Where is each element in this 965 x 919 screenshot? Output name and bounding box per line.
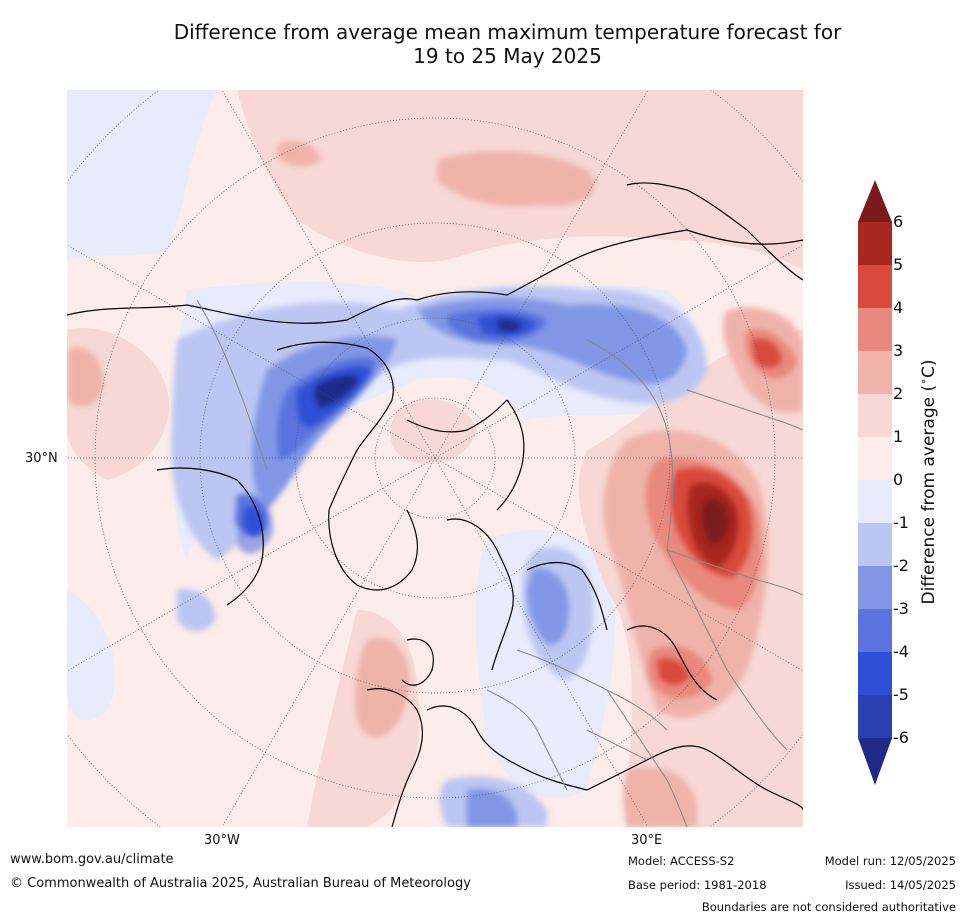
colorbar-bin — [858, 308, 892, 351]
colorbar-bin — [858, 523, 892, 566]
longitude-label-30e: 30°E — [631, 833, 663, 848]
colorbar-tick-label: 2 — [893, 384, 904, 403]
colorbar-tick-label: 6 — [893, 212, 904, 231]
colorbar-tick-label: -3 — [893, 599, 909, 618]
longitude-label-30w: 30°W — [204, 833, 240, 848]
colorbar-tick-label: -2 — [893, 556, 909, 575]
colorbar-tick-label: -4 — [893, 642, 909, 661]
colorbar-tick-label: 3 — [893, 341, 904, 360]
footer-model-run: Model run: 12/05/2025 — [824, 854, 956, 868]
colorbar-tick-label: 4 — [893, 298, 904, 317]
colorbar-tick-label: 0 — [893, 470, 904, 489]
colorbar-extend-low — [858, 738, 892, 785]
colorbar-bin — [858, 437, 892, 480]
graticule-lines — [67, 90, 803, 827]
footer-model: Model: ACCESS-S2 — [628, 854, 735, 868]
footer-issued: Issued: 14/05/2025 — [845, 878, 956, 892]
colorbar-bin — [858, 566, 892, 609]
country-borders — [196, 299, 803, 827]
colorbar-bin — [858, 480, 892, 523]
colorbar-tick-label: -6 — [893, 728, 909, 747]
temperature-anomaly-map — [67, 90, 803, 827]
coastlines — [67, 182, 803, 827]
peak-warm-anomaly-area — [701, 498, 729, 544]
colorbar-tick-label: -5 — [893, 685, 909, 704]
colorbar-tick-label: -1 — [893, 513, 909, 532]
colorbar-bin — [858, 222, 892, 265]
footer-disclaimer: Boundaries are not considered authoritat… — [701, 900, 956, 914]
colorbar-bin — [858, 652, 892, 695]
map-canvas — [67, 90, 803, 827]
colorbar-tick-label: 5 — [893, 255, 904, 274]
colorbar-bin — [858, 609, 892, 652]
title-line-1: Difference from average mean maximum tem… — [173, 20, 842, 44]
peak-cool-anomaly-areas — [314, 319, 522, 408]
latitude-label-30n: 30°N — [25, 451, 58, 466]
colorbar-title-unit: C) — [918, 359, 939, 378]
colorbar-tick-label: 1 — [893, 427, 904, 446]
colorbar — [855, 180, 895, 785]
colorbar-bin — [858, 265, 892, 308]
colorbar-extend-high — [858, 180, 892, 222]
colorbar-bin — [858, 351, 892, 394]
title-line-2: 19 to 25 May 2025 — [413, 44, 602, 68]
footer-url: www.bom.gov.au/climate — [10, 852, 174, 867]
colorbar-bin — [858, 695, 892, 738]
footer-copyright: © Commonwealth of Australia 2025, Austra… — [10, 876, 471, 891]
colorbar-title: Difference from average (∘C) — [917, 359, 939, 605]
colorbar-bin — [858, 394, 892, 437]
colorbar-graphic — [858, 180, 892, 785]
colorbar-title-text: Difference from average ( — [918, 384, 939, 605]
footer-base-period: Base period: 1981-2018 — [628, 878, 767, 892]
map-title: Difference from average mean maximum tem… — [60, 20, 955, 68]
